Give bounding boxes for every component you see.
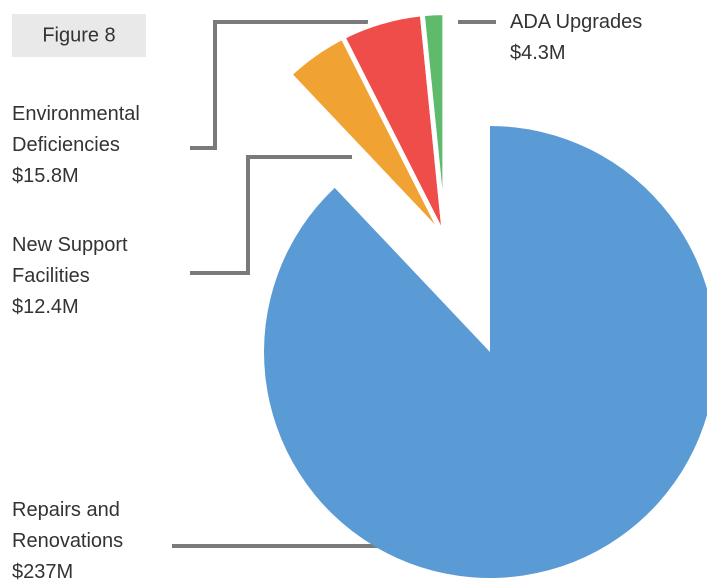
leader-lines xyxy=(172,20,496,548)
value-label: $4.3M xyxy=(510,42,566,64)
category-label: ADA Upgrades xyxy=(510,11,643,33)
category-label: Environmental Deficiencies xyxy=(12,103,140,156)
leader-line xyxy=(190,20,368,150)
leader-line xyxy=(190,155,352,275)
value-label: $15.8M xyxy=(12,165,79,187)
pie-slice xyxy=(264,126,707,578)
chart-title: Figure 8 xyxy=(42,24,115,46)
value-label: $237M xyxy=(12,561,74,583)
slice-label: New Support Facilities $12.4M xyxy=(12,230,172,323)
category-label: Repairs and Renovations xyxy=(12,499,124,552)
title-box xyxy=(12,14,146,57)
pie-slice xyxy=(419,10,448,242)
slices xyxy=(264,10,707,578)
slice-label: Environmental Deficiencies $15.8M xyxy=(12,99,192,192)
value-label: $12.4M xyxy=(12,296,79,318)
slice-label: Repairs and Renovations $237M xyxy=(12,495,182,588)
slice-label: ADA Upgrades $4.3M xyxy=(510,7,707,69)
category-label: New Support Facilities xyxy=(12,234,128,287)
